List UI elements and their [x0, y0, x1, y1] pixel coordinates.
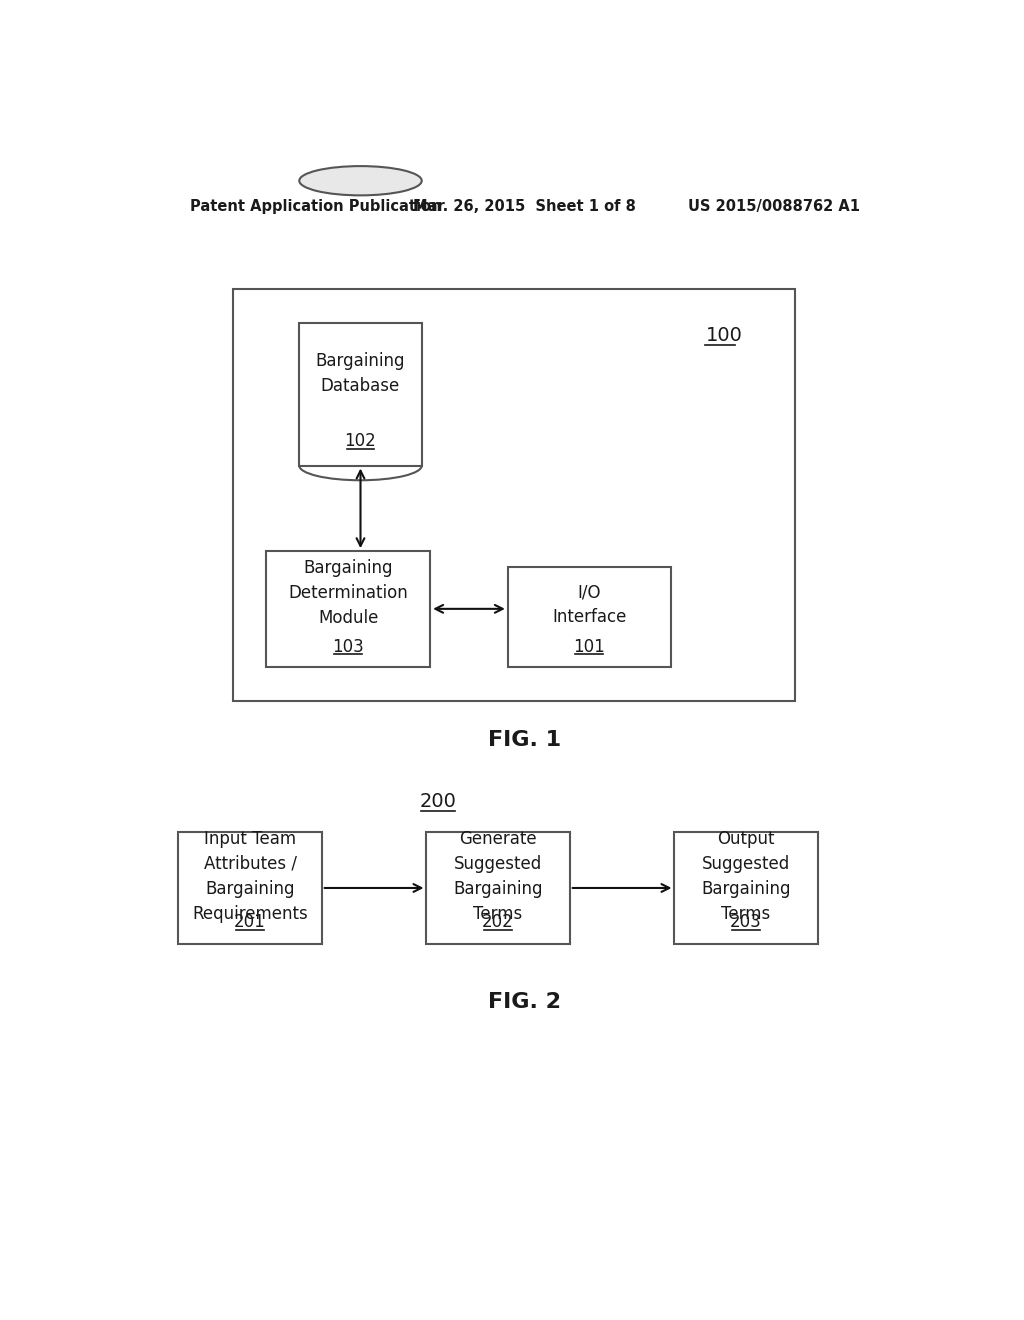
- Text: 201: 201: [234, 913, 266, 931]
- Text: Generate
Suggested
Bargaining
Terms: Generate Suggested Bargaining Terms: [454, 830, 543, 923]
- Bar: [299, 323, 422, 466]
- Text: 103: 103: [332, 638, 364, 656]
- Text: US 2015/0088762 A1: US 2015/0088762 A1: [687, 198, 859, 214]
- Text: 101: 101: [573, 638, 605, 656]
- Bar: [232, 289, 795, 701]
- Bar: [266, 552, 430, 667]
- Text: Mar. 26, 2015  Sheet 1 of 8: Mar. 26, 2015 Sheet 1 of 8: [414, 198, 636, 214]
- Text: 102: 102: [345, 432, 377, 450]
- Text: 203: 203: [730, 913, 762, 931]
- Text: Output
Suggested
Bargaining
Terms: Output Suggested Bargaining Terms: [701, 830, 791, 923]
- Text: 202: 202: [482, 913, 514, 931]
- Ellipse shape: [299, 166, 422, 195]
- Text: Bargaining
Determination
Module: Bargaining Determination Module: [288, 560, 408, 627]
- Text: 200: 200: [420, 792, 457, 810]
- Bar: [675, 832, 818, 944]
- Text: FIG. 1: FIG. 1: [488, 730, 561, 750]
- Text: Patent Application Publication: Patent Application Publication: [190, 198, 441, 214]
- Bar: [508, 566, 671, 667]
- Text: FIG. 2: FIG. 2: [488, 991, 561, 1011]
- Text: Input Team
Attributes /
Bargaining
Requirements: Input Team Attributes / Bargaining Requi…: [193, 830, 308, 923]
- Bar: [178, 832, 322, 944]
- Text: I/O
Interface: I/O Interface: [552, 583, 627, 627]
- Text: Bargaining
Database: Bargaining Database: [315, 352, 406, 395]
- Bar: [426, 832, 569, 944]
- Text: 100: 100: [706, 326, 742, 345]
